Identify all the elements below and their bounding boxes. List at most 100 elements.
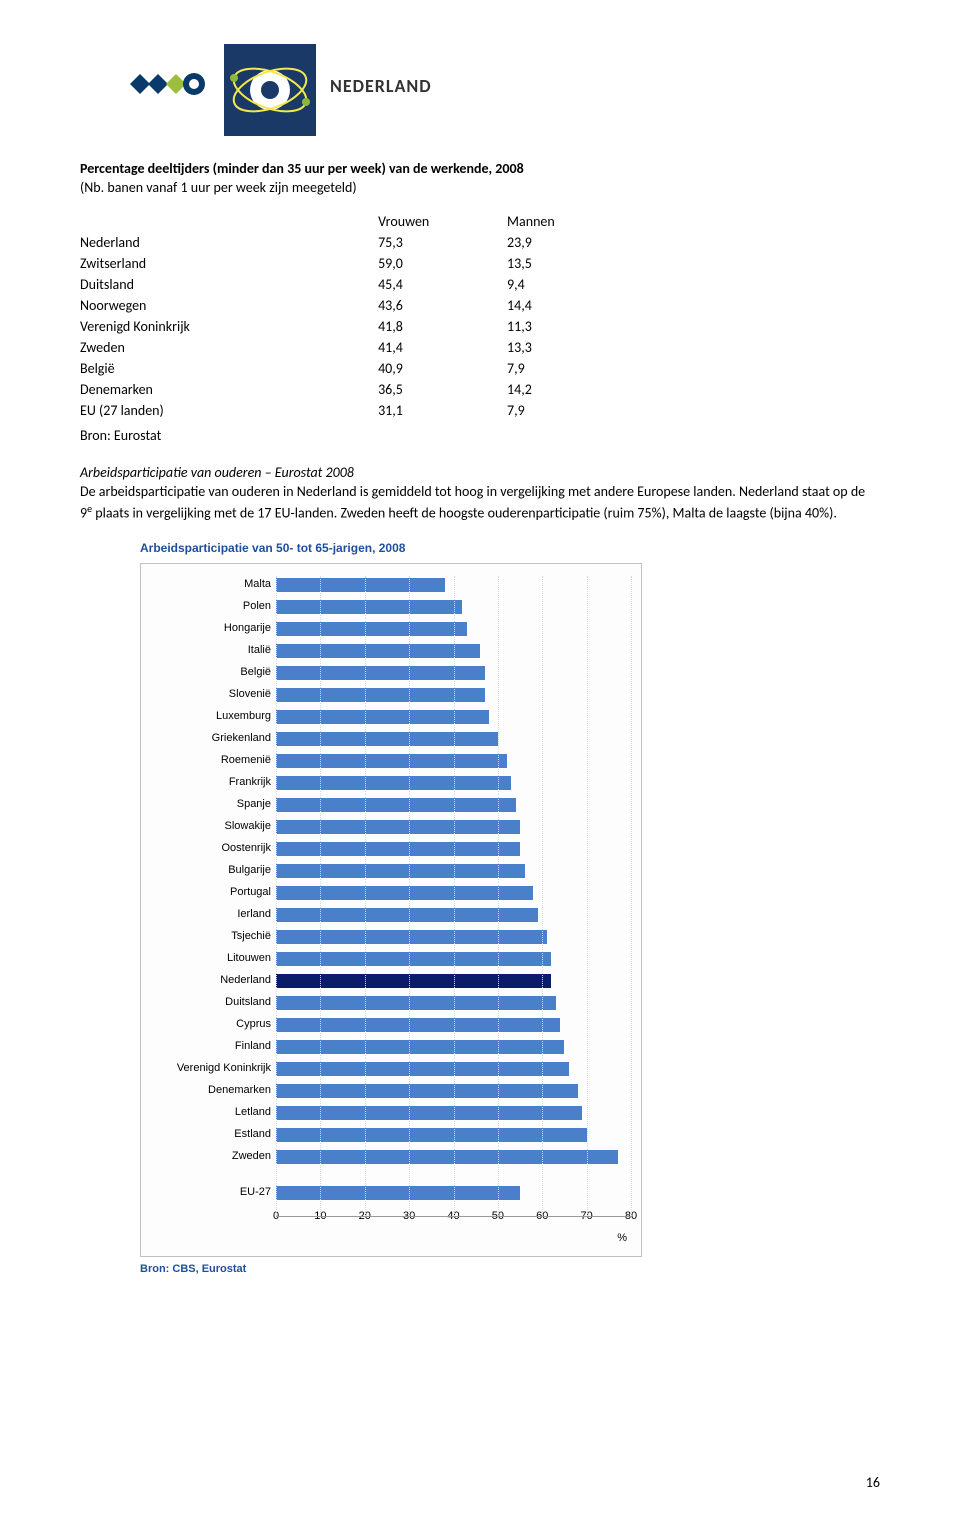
bar-label: EU-27: [146, 1186, 271, 1198]
bar-label: Slowakije: [146, 820, 271, 832]
gridline: [365, 576, 366, 1216]
bar-label: Frankrijk: [146, 776, 271, 788]
gridline: [587, 576, 588, 1216]
bar-label: Portugal: [146, 886, 271, 898]
cell-country: België: [80, 358, 318, 379]
cell-v1: 43,6: [318, 295, 447, 316]
table-heading: Percentage deeltijders (minder dan 35 uu…: [80, 160, 880, 177]
table-row: België40,97,9: [80, 358, 576, 379]
col-header-mannen: Mannen: [447, 211, 576, 232]
bar-fill: [276, 732, 498, 746]
bar-label: Finland: [146, 1040, 271, 1052]
table-row: Zweden41,413,3: [80, 337, 576, 358]
bar-fill: [276, 996, 556, 1010]
bar-fill: [276, 776, 511, 790]
bar-label: Roemenië: [146, 754, 271, 766]
bar-label: Denemarken: [146, 1084, 271, 1096]
bar-label: Litouwen: [146, 952, 271, 964]
cell-country: Nederland: [80, 232, 318, 253]
bar-label: Slovenië: [146, 688, 271, 700]
bar-fill: [276, 798, 516, 812]
cell-v1: 59,0: [318, 253, 447, 274]
bar-label: Verenigd Koninkrijk: [146, 1062, 271, 1074]
bar-fill: [276, 600, 462, 614]
bar-fill: [276, 1040, 564, 1054]
bar-label: Malta: [146, 578, 271, 590]
bar-label: Luxemburg: [146, 710, 271, 722]
bar-label: Estland: [146, 1128, 271, 1140]
table-row: Denemarken36,514,2: [80, 379, 576, 400]
bar-label: Cyprus: [146, 1018, 271, 1030]
bar-label: België: [146, 666, 271, 678]
cell-v1: 41,8: [318, 316, 447, 337]
chart-source: Bron: CBS, Eurostat: [140, 1263, 880, 1275]
cell-v2: 23,9: [447, 232, 576, 253]
table-row: Zwitserland59,013,5: [80, 253, 576, 274]
cell-country: Denemarken: [80, 379, 318, 400]
bar-fill: [276, 754, 507, 768]
col-header-vrouwen: Vrouwen: [318, 211, 447, 232]
bar-fill: [276, 1186, 520, 1200]
bar-label: Duitsland: [146, 996, 271, 1008]
bar-fill: [276, 622, 467, 636]
gridline: [454, 576, 455, 1216]
bar-label: Nederland: [146, 974, 271, 986]
page-number: 16: [866, 1474, 880, 1491]
parttime-table: Vrouwen Mannen Nederland75,323,9Zwitserl…: [80, 211, 576, 421]
bar-label: Tsjechië: [146, 930, 271, 942]
cell-country: Verenigd Koninkrijk: [80, 316, 318, 337]
gridline: [631, 576, 632, 1216]
chart-title: Arbeidsparticipatie van 50- tot 65-jarig…: [140, 541, 880, 555]
cell-v2: 7,9: [447, 358, 576, 379]
cell-v2: 14,2: [447, 379, 576, 400]
bar-label: Griekenland: [146, 732, 271, 744]
table-row: Verenigd Koninkrijk41,811,3: [80, 316, 576, 337]
table-row: Duitsland45,49,4: [80, 274, 576, 295]
cell-v2: 14,4: [447, 295, 576, 316]
gridline: [320, 576, 321, 1216]
logo-square-icon: [220, 40, 320, 144]
cell-v2: 13,3: [447, 337, 576, 358]
bar-fill: [276, 974, 551, 988]
table-row: Noorwegen43,614,4: [80, 295, 576, 316]
section2-heading: Arbeidsparticipatie van ouderen – Eurost…: [80, 464, 880, 481]
cell-v1: 31,1: [318, 400, 447, 421]
bar-fill: [276, 710, 489, 724]
axis-line: [276, 1216, 631, 1217]
logo-text: NEDERLAND: [330, 75, 432, 97]
bar-fill: [276, 1018, 560, 1032]
cell-v2: 13,5: [447, 253, 576, 274]
gridline: [542, 576, 543, 1216]
gridline: [276, 576, 277, 1216]
cell-country: Zwitserland: [80, 253, 318, 274]
chart-box: MaltaPolenHongarijeItaliëBelgiëSloveniëL…: [140, 563, 642, 1257]
table-row: EU (27 landen)31,17,9: [80, 400, 576, 421]
bar-label: Italië: [146, 644, 271, 656]
bar-label: Oostenrijk: [146, 842, 271, 854]
bar-fill: [276, 1128, 587, 1142]
cell-v1: 45,4: [318, 274, 447, 295]
cell-country: EU (27 landen): [80, 400, 318, 421]
cell-v2: 7,9: [447, 400, 576, 421]
cell-v1: 40,9: [318, 358, 447, 379]
col-header-empty: [80, 211, 318, 232]
cell-country: Zweden: [80, 337, 318, 358]
logo: NEDERLAND: [80, 40, 880, 130]
bar-label: Ierland: [146, 908, 271, 920]
bar-label: Spanje: [146, 798, 271, 810]
bar-fill: [276, 820, 520, 834]
cell-v1: 36,5: [318, 379, 447, 400]
para1-part2: plaats in vergelijking met de 17 EU-land…: [92, 505, 837, 522]
bar-fill: [276, 1150, 618, 1164]
bar-fill: [276, 930, 547, 944]
cell-v2: 11,3: [447, 316, 576, 337]
section2-body: De arbeidsparticipatie van ouderen in Ne…: [80, 483, 880, 523]
chart-wrapper: Arbeidsparticipatie van 50- tot 65-jarig…: [140, 541, 880, 1275]
bar-label: Zweden: [146, 1150, 271, 1162]
cell-v2: 9,4: [447, 274, 576, 295]
bar-label: Polen: [146, 600, 271, 612]
bar-label: Letland: [146, 1106, 271, 1118]
table-row: Nederland75,323,9: [80, 232, 576, 253]
axis-unit: %: [617, 1232, 627, 1244]
cell-v1: 75,3: [318, 232, 447, 253]
